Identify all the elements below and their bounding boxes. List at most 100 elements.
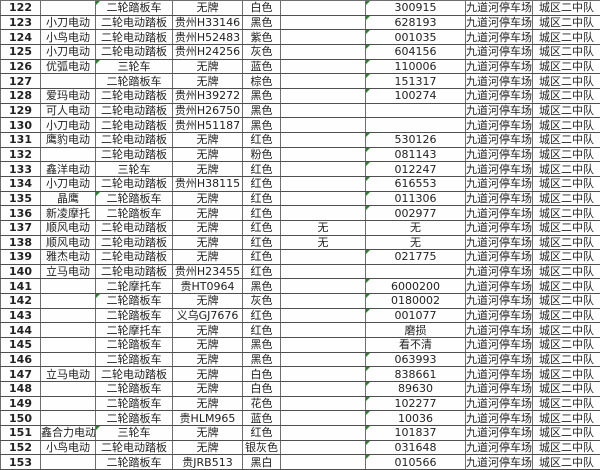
cell-brand[interactable]: 小鸟电动 [40,29,96,45]
cell-license-plate[interactable]: 无牌 [172,219,243,236]
cell-vehicle-type[interactable]: 二轮电动踏板 [95,131,173,148]
cell-brand[interactable]: 新凌摩托 [40,205,96,221]
cell-storage-number[interactable]: 021775 [365,249,466,265]
cell-parking-lot[interactable]: 九道河停车场 [465,278,533,295]
cell-brand[interactable]: 鑫合力电动 [40,425,96,441]
cell-color[interactable]: 花色 [242,395,281,412]
cell-storage-number[interactable]: 031648 [365,439,466,456]
cell-parking-lot[interactable]: 九道河停车场 [465,234,533,251]
cell-brand[interactable] [40,454,96,470]
cell-extra[interactable] [280,351,366,368]
cell-brand[interactable] [40,146,96,163]
cell-parking-lot[interactable]: 九道河停车场 [465,366,533,383]
cell-storage-number[interactable]: 6000200 [365,278,466,295]
cell-storage-number[interactable]: 001035 [365,29,466,45]
cell-storage-number[interactable]: 604156 [365,43,466,60]
cell-license-plate[interactable]: 贵州H39272 [172,87,243,104]
cell-color[interactable]: 粉色 [242,146,281,163]
cell-extra[interactable] [280,410,366,427]
cell-extra[interactable] [280,395,366,412]
cell-extra[interactable] [280,454,366,470]
cell-brand[interactable]: 鑫洋电动 [40,161,96,177]
cell-license-plate[interactable]: 无牌 [172,351,243,368]
cell-row-number[interactable]: 134 [0,175,41,192]
cell-color[interactable]: 红色 [242,322,281,339]
cell-row-number[interactable]: 137 [0,219,41,236]
cell-parking-lot[interactable]: 九道河停车场 [465,58,533,75]
cell-color[interactable]: 红色 [242,131,281,148]
cell-parking-lot[interactable]: 九道河停车场 [465,219,533,236]
cell-license-plate[interactable]: 无牌 [172,322,243,339]
cell-parking-lot[interactable]: 九道河停车场 [465,43,533,60]
cell-storage-number[interactable]: 001077 [365,307,466,324]
cell-storage-number[interactable]: 无 [365,219,466,236]
cell-color[interactable]: 黑色 [242,278,281,295]
cell-license-plate[interactable]: 无牌 [172,366,243,383]
cell-brand[interactable] [40,293,96,309]
cell-row-number[interactable]: 135 [0,190,41,207]
cell-row-number[interactable]: 153 [0,454,41,470]
cell-parking-lot[interactable]: 九道河停车场 [465,117,533,133]
cell-license-plate[interactable]: 无牌 [172,425,243,441]
cell-parking-lot[interactable]: 九道河停车场 [465,29,533,45]
cell-parking-lot[interactable]: 九道河停车场 [465,205,533,221]
cell-license-plate[interactable]: 无牌 [172,381,243,397]
cell-extra[interactable] [280,249,366,265]
cell-extra[interactable] [280,161,366,177]
cell-extra[interactable] [280,87,366,104]
cell-brand[interactable]: 小刀电动 [40,43,96,60]
cell-license-plate[interactable]: 贵JRB513 [172,454,243,470]
cell-row-number[interactable]: 147 [0,366,41,383]
cell-color[interactable]: 红色 [242,205,281,221]
cell-vehicle-type[interactable]: 二轮踏板车 [95,337,173,353]
cell-vehicle-type[interactable]: 二轮电动踏板 [95,234,173,251]
cell-license-plate[interactable]: 无牌 [172,73,243,89]
cell-storage-number[interactable]: 628193 [365,14,466,31]
cell-parking-lot[interactable]: 九道河停车场 [465,454,533,470]
cell-extra[interactable]: 无 [280,219,366,236]
cell-storage-number[interactable]: 002977 [365,205,466,221]
cell-brand[interactable]: 顺风电动 [40,219,96,236]
cell-row-number[interactable]: 141 [0,278,41,295]
cell-storage-number[interactable]: 无 [365,234,466,251]
cell-extra[interactable] [280,278,366,295]
cell-license-plate[interactable]: 贵HLM965 [172,410,243,427]
cell-brand[interactable]: 立马电动 [40,366,96,383]
cell-unit[interactable]: 城区二中队 [532,131,600,148]
cell-extra[interactable] [280,293,366,309]
cell-brand[interactable] [40,73,96,89]
cell-license-plate[interactable]: 贵州H52483 [172,29,243,45]
cell-color[interactable]: 黑色 [242,87,281,104]
cell-parking-lot[interactable]: 九道河停车场 [465,87,533,104]
cell-license-plate[interactable]: 贵州H24256 [172,43,243,60]
cell-license-plate[interactable]: 贵HT0964 [172,278,243,295]
cell-unit[interactable]: 城区二中队 [532,29,600,45]
cell-extra[interactable]: 无 [280,234,366,251]
cell-brand[interactable]: 小刀电动 [40,117,96,133]
cell-parking-lot[interactable]: 九道河停车场 [465,381,533,397]
cell-parking-lot[interactable]: 九道河停车场 [465,322,533,339]
cell-storage-number[interactable]: 10036 [365,410,466,427]
cell-extra[interactable] [280,439,366,456]
cell-vehicle-type[interactable]: 二轮踏板车 [95,381,173,397]
cell-storage-number[interactable]: 081143 [365,146,466,163]
cell-parking-lot[interactable]: 九道河停车场 [465,0,533,16]
cell-color[interactable]: 白色 [242,366,281,383]
cell-extra[interactable] [280,102,366,119]
cell-brand[interactable]: 鹰豹电动 [40,131,96,148]
cell-parking-lot[interactable]: 九道河停车场 [465,395,533,412]
cell-row-number[interactable]: 150 [0,410,41,427]
cell-brand[interactable]: 顺风电动 [40,234,96,251]
cell-parking-lot[interactable]: 九道河停车场 [465,190,533,207]
cell-vehicle-type[interactable]: 二轮电动踏板 [95,14,173,31]
cell-color[interactable]: 红色 [242,175,281,192]
cell-unit[interactable]: 城区二中队 [532,190,600,207]
cell-extra[interactable] [280,205,366,221]
cell-unit[interactable]: 城区二中队 [532,219,600,236]
cell-vehicle-type[interactable]: 二轮电动踏板 [95,175,173,192]
cell-vehicle-type[interactable]: 三轮车 [95,161,173,177]
cell-color[interactable]: 白色 [242,0,281,16]
cell-extra[interactable] [280,146,366,163]
cell-parking-lot[interactable]: 九道河停车场 [465,175,533,192]
cell-row-number[interactable]: 125 [0,43,41,60]
